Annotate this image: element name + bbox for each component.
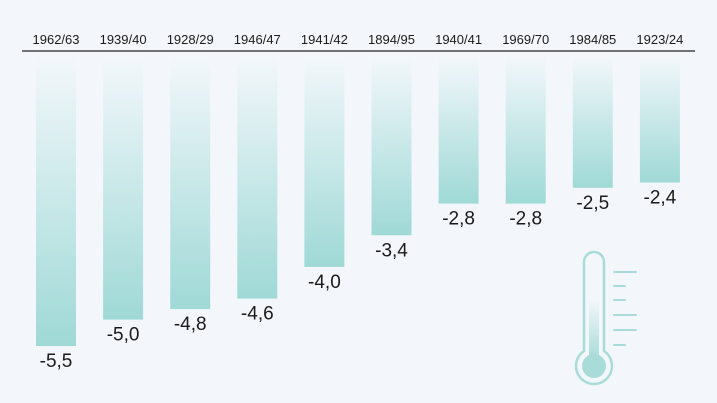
value-labels: -5,5 -5,0 -4,8 -4,6 -4,0 -3,4 -2,8 -2,8 -2,5 -2,4 bbox=[40, 188, 677, 372]
category-label: 1962/63 bbox=[33, 32, 80, 47]
bar-1969-70 bbox=[505, 56, 546, 204]
value-label: -3,4 bbox=[375, 240, 408, 261]
bar-1939-40 bbox=[103, 56, 144, 320]
value-label: -2,5 bbox=[576, 193, 609, 214]
category-label: 1941/42 bbox=[301, 32, 348, 47]
value-label: -5,5 bbox=[40, 351, 73, 372]
value-label: -2,8 bbox=[509, 209, 542, 230]
category-label: 1984/85 bbox=[569, 32, 616, 47]
category-label: 1928/29 bbox=[167, 32, 214, 47]
bar-1940-41 bbox=[438, 56, 479, 204]
bar-1894-95 bbox=[371, 56, 412, 236]
category-label: 1946/47 bbox=[234, 32, 281, 47]
thermometer-icon bbox=[574, 250, 637, 386]
bar-1941-42 bbox=[304, 56, 345, 267]
value-label: -2,4 bbox=[644, 188, 677, 209]
bar-1962-63 bbox=[36, 56, 76, 346]
category-label: 1940/41 bbox=[435, 32, 482, 47]
value-label: -5,0 bbox=[107, 325, 140, 346]
category-labels: 1962/63 1939/40 1928/29 1946/47 1941/42 1894/… bbox=[33, 32, 684, 47]
category-label: 1894/95 bbox=[368, 32, 415, 47]
value-label: -4,0 bbox=[308, 272, 341, 293]
value-label: -2,8 bbox=[442, 209, 475, 230]
bar-1928-29 bbox=[170, 56, 211, 310]
bar-1946-47 bbox=[237, 56, 278, 299]
category-label: 1923/24 bbox=[636, 32, 683, 47]
category-label: 1939/40 bbox=[100, 32, 147, 47]
category-label: 1969/70 bbox=[502, 32, 549, 47]
bar-1984-85 bbox=[572, 56, 613, 188]
value-label: -4,8 bbox=[174, 314, 207, 335]
bar-1923-24 bbox=[639, 56, 680, 183]
value-label: -4,6 bbox=[241, 304, 274, 325]
bars-group bbox=[36, 56, 680, 346]
